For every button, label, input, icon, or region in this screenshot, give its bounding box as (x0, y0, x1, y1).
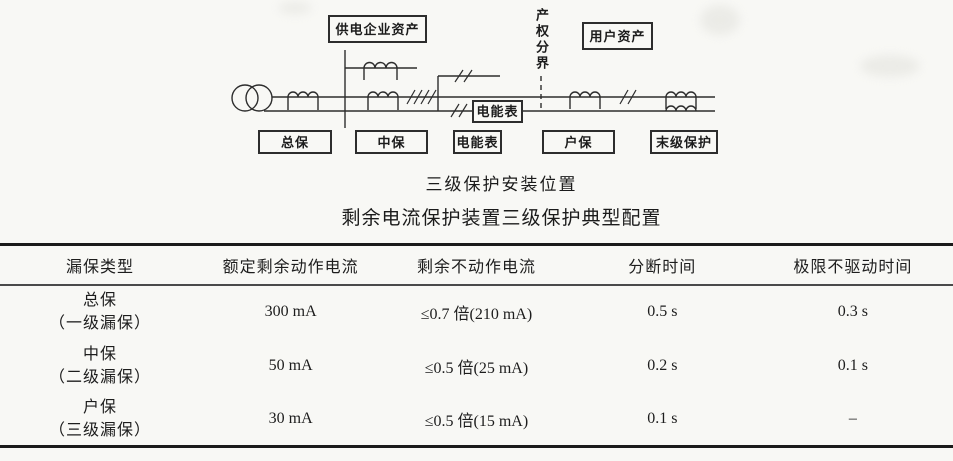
type-name: 总保 (83, 292, 118, 309)
user-assets-box: 用户资产 (582, 22, 653, 50)
table-row: 户保 （三级漏保） 30 mA ≤0.5 倍(15 mA) 0.1 s – (0, 393, 953, 447)
conductor-slash-marks (406, 69, 637, 118)
household-protection-coil (569, 91, 601, 109)
supply-assets-box: 供电企业资产 (328, 15, 427, 43)
protection-config-table: 漏保类型 额定剩余动作电流 剩余不动作电流 分断时间 极限不驱动时间 总保 （一… (0, 243, 953, 448)
label-box-household-protection: 户保 (542, 130, 615, 154)
scan-smudge (278, 2, 312, 14)
type-name: 户保 (83, 398, 118, 416)
cell-type: 总保 （一级漏保） (0, 285, 200, 339)
circuit-diagram-svg (231, 50, 715, 128)
meter-inline-label: 电能表 (476, 104, 519, 119)
scan-smudge (700, 5, 740, 35)
three-level-protection-diagram: 供电企业资产 用户资产 产权分界 电能表 总保 中保 电能表 户保 末级保护 (0, 0, 953, 165)
diagram-caption: 三级保护安装位置 (425, 175, 578, 194)
label-box-end-protection: 末级保护 (650, 130, 718, 154)
label-box-main-protection: 总保 (258, 130, 332, 154)
cell-breaking-time: 0.5 s (647, 303, 678, 320)
user-assets-label: 用户资产 (589, 28, 646, 44)
position-label: 中保 (377, 134, 406, 150)
table-row: 总保 （一级漏保） 300 mA ≤0.7 倍(210 mA) 0.5 s 0.… (0, 285, 953, 339)
cell-rated-current: 300 mA (264, 303, 317, 320)
cell-non-operating: ≤0.5 倍(15 mA) (424, 412, 529, 430)
cell-breaking-time: 0.2 s (647, 356, 678, 374)
position-label: 户保 (564, 134, 593, 150)
header-cell-type: 漏保类型 (0, 244, 201, 286)
position-label: 末级保护 (655, 134, 712, 150)
end-protection-coil-neutral (665, 105, 697, 112)
header-cell-non-operating: 剩余不动作电流 (381, 244, 572, 286)
meter-tap-line (437, 75, 500, 111)
table-row: 中保 （二级漏保） 50 mA ≤0.5 倍(25 mA) 0.2 s 0.1 … (0, 339, 953, 393)
supply-assets-label: 供电企业资产 (335, 21, 420, 37)
transformer-icon (231, 84, 273, 112)
cell-rated-current: 50 mA (268, 356, 313, 374)
cell-breaking-time: 0.1 s (647, 409, 678, 427)
position-label: 总保 (280, 134, 309, 150)
cell-limit-time: 0.3 s (837, 303, 869, 320)
label-box-middle-protection: 中保 (355, 130, 428, 154)
type-level: （三级漏保） (49, 421, 152, 439)
cell-limit-time: – (848, 409, 857, 427)
cell-type: 中保 （二级漏保） (0, 339, 200, 393)
end-protection-coil-live (665, 91, 697, 109)
meter-inline-box: 电能表 (472, 100, 523, 123)
table-title: 剩余电流保护装置三级保护典型配置 (341, 208, 662, 229)
header-cell-rated-current: 额定剩余动作电流 (200, 244, 382, 286)
header-cell-breaking-time: 分断时间 (571, 244, 753, 286)
cell-limit-time: 0.1 s (837, 356, 869, 374)
cell-rated-current: 30 mA (268, 409, 313, 427)
header-cell-limit-time: 极限不驱动时间 (752, 244, 953, 286)
type-name: 中保 (83, 345, 118, 363)
type-level: （二级漏保） (49, 368, 152, 386)
cell-non-operating: ≤0.5 倍(25 mA) (424, 359, 529, 377)
middle-protection-coil (367, 91, 399, 110)
cell-non-operating: ≤0.7 倍(210 mA) (420, 306, 533, 323)
property-boundary-label: 产权分界 (534, 8, 549, 72)
middle-protection-coil-branch (363, 61, 398, 80)
table-header-row: 漏保类型 额定剩余动作电流 剩余不动作电流 分断时间 极限不驱动时间 (0, 244, 953, 286)
cell-type: 户保 （三级漏保） (0, 393, 200, 447)
position-label: 电能表 (456, 134, 499, 150)
type-level: （一级漏保） (49, 315, 152, 332)
scan-smudge (860, 55, 920, 77)
main-protection-coil (287, 91, 319, 110)
label-box-meter: 电能表 (453, 130, 502, 154)
